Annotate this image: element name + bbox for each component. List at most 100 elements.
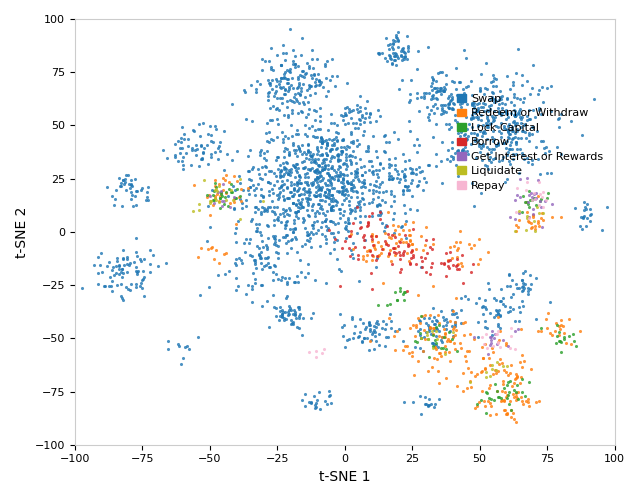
Point xyxy=(196,155,206,163)
Point xyxy=(441,272,451,280)
Point xyxy=(447,306,458,314)
Point xyxy=(343,219,353,227)
Point xyxy=(518,401,529,409)
Point xyxy=(484,145,494,153)
Point xyxy=(223,203,233,211)
Point xyxy=(433,87,444,95)
Point xyxy=(255,251,266,259)
Point xyxy=(476,116,486,124)
Point xyxy=(316,202,326,210)
Point xyxy=(255,228,265,236)
Point xyxy=(414,177,424,185)
Point xyxy=(212,144,223,152)
Point xyxy=(338,184,348,192)
Point xyxy=(122,260,132,268)
Point xyxy=(497,396,507,404)
Point xyxy=(308,393,319,401)
Point xyxy=(473,122,483,130)
Point xyxy=(384,314,394,322)
Point xyxy=(292,203,303,211)
Point xyxy=(410,332,420,340)
Point xyxy=(506,324,516,332)
Point xyxy=(570,204,580,212)
Point xyxy=(439,107,449,115)
Point xyxy=(521,397,531,405)
Point xyxy=(114,265,124,273)
Point xyxy=(294,200,305,208)
Point xyxy=(281,221,291,229)
Point xyxy=(324,200,334,208)
Point xyxy=(375,216,385,224)
Point xyxy=(327,162,337,170)
Point xyxy=(508,77,518,85)
Point xyxy=(313,167,323,175)
Point xyxy=(437,333,447,341)
Point xyxy=(323,165,333,173)
Point xyxy=(113,261,124,269)
Point xyxy=(452,246,462,253)
Point xyxy=(313,155,323,163)
Point xyxy=(311,183,321,191)
Point xyxy=(332,187,342,195)
Point xyxy=(268,66,278,74)
Point xyxy=(511,373,522,381)
Point xyxy=(253,245,264,252)
Point xyxy=(423,113,433,121)
Point xyxy=(266,167,276,175)
Point xyxy=(278,210,288,218)
Point xyxy=(467,101,477,109)
Point xyxy=(352,229,362,237)
Point xyxy=(291,130,301,138)
Point xyxy=(456,261,467,269)
Point xyxy=(366,232,376,240)
Point xyxy=(118,296,128,304)
Point xyxy=(415,318,426,326)
Point xyxy=(469,333,479,341)
Point xyxy=(337,147,348,155)
Point xyxy=(317,174,328,182)
Point xyxy=(433,84,443,92)
Point xyxy=(378,188,388,196)
Point xyxy=(204,160,214,168)
Point xyxy=(280,207,290,215)
Point xyxy=(413,357,423,365)
Point xyxy=(493,393,504,401)
Point xyxy=(412,323,422,331)
Point xyxy=(429,340,439,348)
Point xyxy=(472,115,483,123)
Point xyxy=(351,119,362,127)
Point xyxy=(327,145,337,153)
Point xyxy=(426,106,436,114)
Point xyxy=(124,261,134,269)
Point xyxy=(205,211,215,219)
Point xyxy=(510,317,520,325)
Point xyxy=(323,126,333,134)
Point xyxy=(282,176,292,184)
Point xyxy=(250,203,260,211)
Point xyxy=(419,174,429,182)
Point xyxy=(554,325,564,333)
Point xyxy=(259,208,269,216)
Point xyxy=(498,139,508,147)
Point xyxy=(308,132,318,140)
Point xyxy=(332,255,342,263)
Point xyxy=(358,232,369,240)
Point xyxy=(296,201,306,209)
Point xyxy=(529,194,540,202)
Point xyxy=(378,245,388,252)
Point xyxy=(187,144,197,152)
Point xyxy=(479,340,490,348)
Point xyxy=(271,248,281,256)
Point xyxy=(442,155,452,163)
Point xyxy=(402,287,412,295)
Point xyxy=(214,197,225,205)
Point xyxy=(483,249,493,256)
Point xyxy=(497,294,508,302)
Point xyxy=(512,381,522,389)
Point xyxy=(317,156,328,164)
Point xyxy=(288,60,298,68)
Point xyxy=(329,139,339,147)
Point xyxy=(209,187,219,195)
Point xyxy=(326,179,336,187)
Point xyxy=(361,257,371,265)
